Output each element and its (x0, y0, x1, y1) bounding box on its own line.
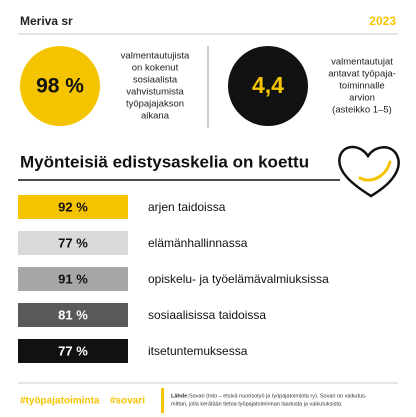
stat-line: toiminnalle (339, 81, 384, 92)
row-label: elämänhallinnassa (148, 236, 248, 250)
row-value: 81 % (58, 307, 88, 322)
footer-bar (161, 388, 164, 413)
stat-line: vahvistumista (126, 87, 184, 98)
stat-line: työpajajakson (126, 99, 184, 110)
tag: #sovari (110, 396, 145, 407)
stat-line: antavat työpaja- (328, 69, 396, 80)
row-box (18, 195, 128, 219)
heart-icon (338, 145, 400, 198)
row-value: 92 % (58, 199, 88, 214)
row-label: sosiaalisissa taidoissa (148, 308, 266, 322)
row-box (18, 303, 128, 327)
stat-circle (20, 46, 100, 126)
row-value: 77 % (58, 235, 88, 250)
stat-line: aikana (141, 111, 170, 122)
stat-line: arvion (349, 93, 375, 104)
row-box (18, 231, 128, 255)
row-label: arjen taidoissa (148, 200, 226, 214)
tag: #työpajatoiminta (20, 396, 100, 407)
row-label: itsetuntemuksessa (148, 344, 248, 358)
stat-value: 4,4 (252, 72, 284, 98)
row-value: 91 % (58, 271, 88, 286)
stat-value: 98 % (36, 75, 84, 98)
rows: 92 % arjen taidoissa 77 % elämänhallinnassa… (18, 195, 329, 363)
stat-line: valmentautujat (331, 57, 393, 68)
stat-line: sosiaalista (133, 75, 178, 86)
row-label: opiskelu- ja työelämävalmiuksissa (148, 272, 329, 286)
heart-accent (358, 160, 392, 182)
source-text: mittari, jolla kerätään tietoa työpajato… (171, 401, 343, 407)
source-label: Lähde: (171, 393, 189, 399)
year: 2023 (369, 14, 396, 28)
stat-line: on kokenut (132, 63, 179, 74)
title: Meriva sr (20, 14, 73, 28)
stat-line: (asteikko 1–5) (332, 105, 392, 116)
row-box (18, 339, 128, 363)
row-value: 77 % (58, 343, 88, 358)
row-box (18, 267, 128, 291)
stat-circle (228, 46, 308, 126)
source-text: Sovari (Into – etsivä nuorisotyö ja työp… (189, 393, 367, 399)
heading: Myönteisiä edistysaskelia on koettu (20, 152, 309, 171)
stat-line: valmentautujista (121, 51, 190, 62)
